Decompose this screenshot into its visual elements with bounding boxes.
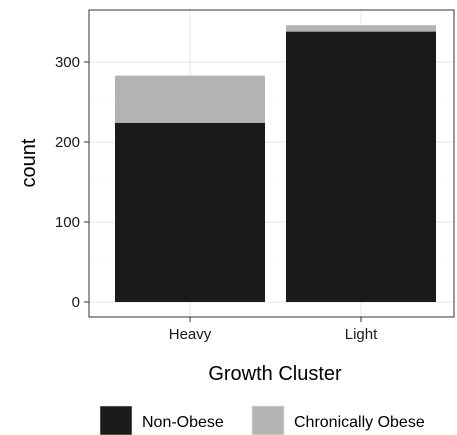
y-tick-label: 200 [55,134,80,151]
y-axis: 0 100 200 300 [55,54,89,311]
x-tick-label: Heavy [169,326,212,343]
y-tick-label: 100 [55,214,80,231]
legend-swatch [99,405,133,435]
bar-heavy-non-obese [115,122,265,302]
legend-swatch [251,405,285,435]
x-axis: Heavy Light [169,317,378,343]
x-tick-label: Light [345,326,378,343]
panel-border [88,9,455,318]
y-axis-title: count [18,138,40,187]
bars [115,25,436,302]
y-tick-label: 0 [72,294,80,311]
bar-heavy-chronically-obese [115,75,265,123]
bar-light-chronically-obese [286,25,436,32]
bar-light-non-obese [286,31,436,302]
y-tick-label: 300 [55,54,80,71]
legend-label: Chronically Obese [294,414,425,431]
legend: Non-Obese Chronically Obese [99,405,425,435]
legend-label: Non-Obese [142,414,224,431]
x-axis-title: Growth Cluster [208,363,342,385]
